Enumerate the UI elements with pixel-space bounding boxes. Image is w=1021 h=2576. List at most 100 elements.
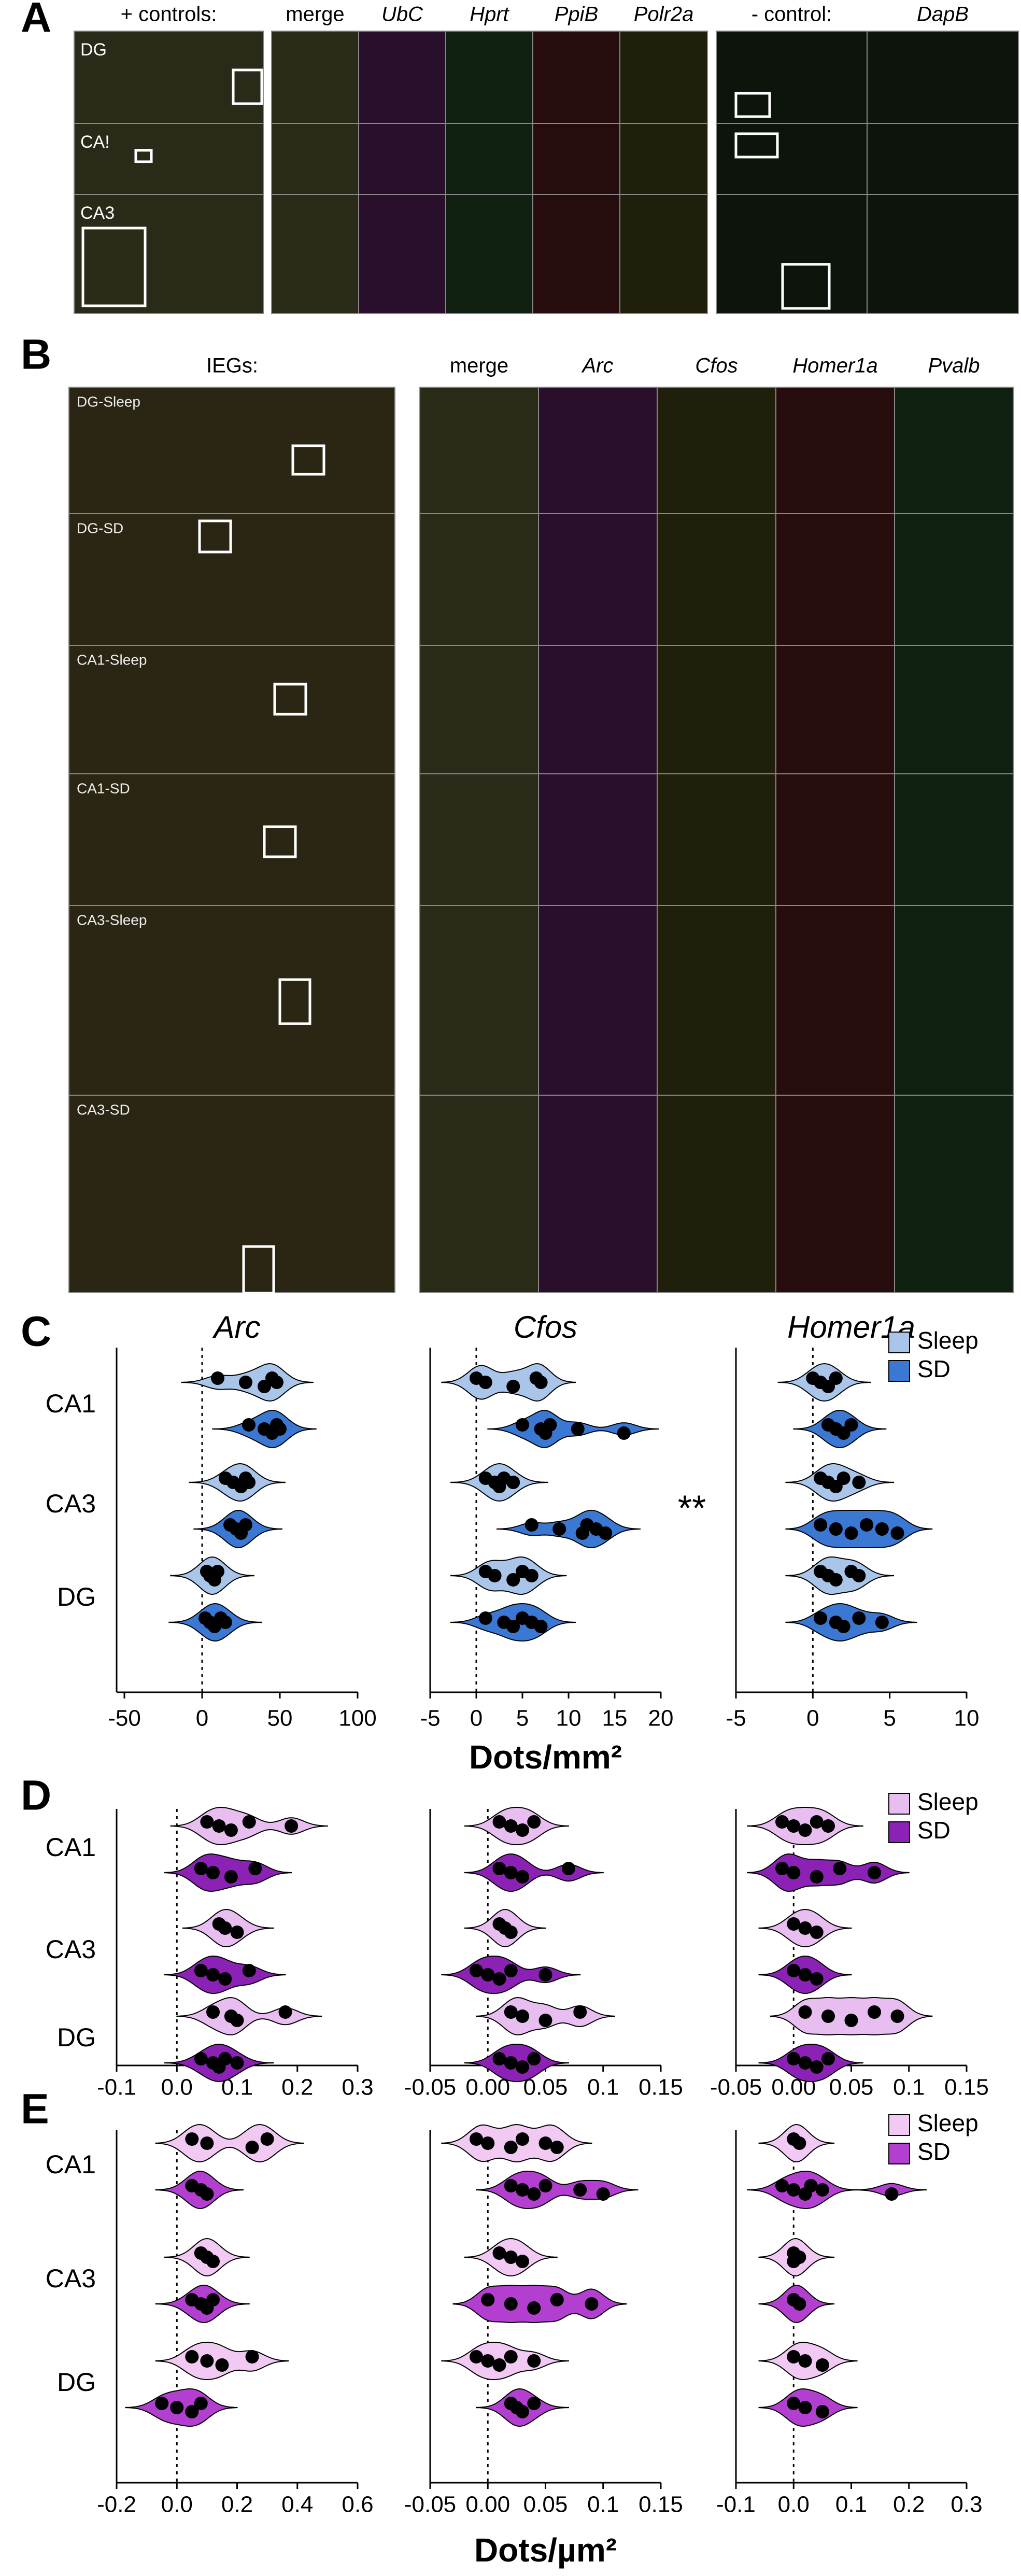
data-point: [245, 2141, 259, 2154]
data-point: [836, 1620, 850, 1633]
x-tick-label: 0.1: [893, 2075, 925, 2100]
legend-swatch: [888, 1360, 910, 1382]
data-point: [538, 2014, 552, 2027]
x-tick-label: -0.1: [97, 2075, 136, 2100]
micrograph: [358, 194, 446, 314]
category-label: CA1: [46, 1389, 96, 1418]
data-point: [278, 2005, 292, 2019]
panel-label: C: [21, 1308, 51, 1355]
micrograph: [271, 194, 359, 314]
micrograph: [419, 773, 539, 906]
micrograph: [271, 123, 359, 195]
data-point: [836, 1471, 850, 1485]
legend-swatch: [888, 1332, 910, 1353]
micrograph: [775, 773, 895, 906]
data-point: [617, 1426, 631, 1440]
micrograph: [775, 645, 895, 774]
x-tick-label: -5: [420, 1706, 440, 1731]
data-point: [890, 1526, 904, 1540]
micrograph: [419, 387, 539, 514]
data-point: [516, 2132, 529, 2146]
data-point: [585, 2297, 599, 2311]
x-tick-label: 0.0: [161, 2492, 193, 2517]
data-point: [833, 1862, 847, 1875]
column-header: UbC: [381, 3, 423, 26]
data-point: [242, 1964, 256, 1977]
x-tick-label: 0.3: [342, 2075, 373, 2100]
x-tick-label: 0.4: [281, 2492, 313, 2517]
data-point: [504, 1866, 518, 1879]
data-point: [538, 1968, 552, 1981]
column-header: Arc: [582, 355, 614, 377]
micrograph: [532, 31, 620, 124]
row-label: CA1-SD: [77, 780, 130, 796]
data-point: [798, 1823, 812, 1837]
micrograph: [716, 123, 868, 195]
data-point: [242, 1418, 256, 1432]
micrograph: [445, 31, 533, 124]
roi-box: [263, 825, 297, 858]
data-point: [550, 2293, 564, 2306]
data-point: [552, 1522, 566, 1536]
data-point: [775, 2179, 789, 2192]
micrograph: [68, 905, 395, 1096]
data-point: [573, 2183, 587, 2197]
micrograph: [657, 905, 776, 1096]
micrograph: [419, 905, 539, 1096]
data-point: [787, 2255, 801, 2268]
column-header: IEGs:: [206, 355, 258, 377]
data-point: [506, 1380, 520, 1393]
category-label: CA1: [46, 1833, 96, 1862]
data-point: [868, 1866, 881, 1879]
data-point: [481, 2136, 495, 2150]
roi-box: [734, 132, 779, 159]
data-point: [155, 2397, 169, 2410]
data-point: [206, 1968, 220, 1981]
data-point: [787, 1866, 801, 1879]
panel-label: A: [21, 0, 51, 41]
roi-box: [242, 1245, 275, 1295]
micrograph: [419, 513, 539, 646]
column-header: PpiB: [555, 3, 599, 26]
x-tick-label: 0.00: [465, 2492, 510, 2517]
x-tick-label: 10: [556, 1706, 582, 1731]
data-point: [821, 2009, 835, 2023]
micrograph: [867, 123, 1019, 195]
column-header: Homer1a: [792, 355, 878, 377]
x-tick-label: 0.2: [893, 2492, 925, 2517]
data-point: [478, 1611, 492, 1625]
data-point: [230, 2014, 244, 2027]
data-point: [211, 1371, 224, 1385]
data-point: [488, 1569, 502, 1582]
data-point: [206, 1866, 220, 1879]
category-label: CA3: [46, 2264, 96, 2293]
data-point: [185, 2132, 199, 2146]
x-tick-label: 20: [648, 1706, 674, 1731]
data-point: [470, 1964, 483, 1977]
data-point: [562, 1862, 575, 1875]
data-point: [492, 1862, 506, 1875]
data-point: [787, 1917, 801, 1931]
roi-box: [81, 227, 147, 307]
data-point: [821, 2052, 835, 2065]
column-header: DapB: [917, 3, 969, 26]
data-point: [599, 1526, 613, 1540]
data-point: [852, 1611, 866, 1625]
roi-box: [273, 683, 307, 716]
micrograph: [74, 194, 264, 314]
x-tick-label: 0.05: [523, 2492, 568, 2517]
data-point: [814, 1518, 828, 1532]
data-point: [200, 1815, 214, 1829]
x-tick-label: 100: [338, 1706, 376, 1731]
chart-title: Arc: [212, 1310, 261, 1344]
chart-title: Cfos: [514, 1310, 577, 1344]
data-point: [504, 2297, 518, 2311]
micrograph: [894, 387, 1014, 514]
data-point: [504, 1964, 518, 1977]
data-point: [798, 1921, 812, 1935]
column-header: - control:: [751, 3, 832, 26]
data-point: [481, 2293, 495, 2306]
micrograph: [358, 31, 446, 124]
data-point: [550, 2141, 564, 2154]
